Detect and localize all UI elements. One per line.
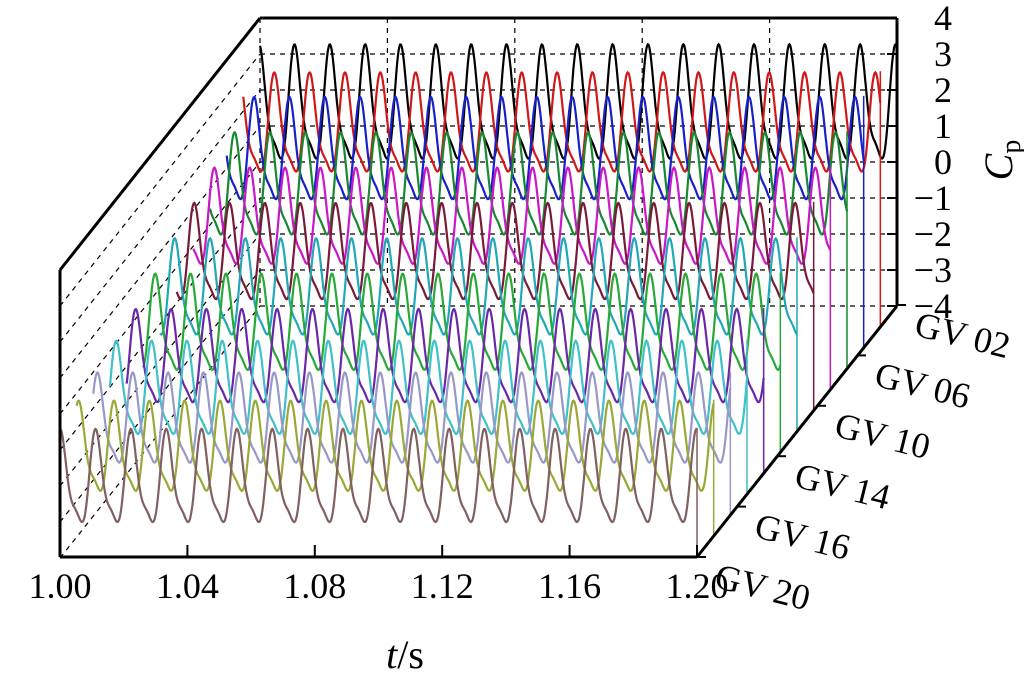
z-tick-label: −1	[914, 178, 952, 218]
z-tick-label: 3	[934, 34, 952, 74]
series-line	[159, 236, 798, 336]
series-line	[258, 42, 899, 160]
x-tick-label: 1.04	[156, 566, 219, 606]
z-tick-label: 1	[934, 106, 952, 146]
z-tick-label: −2	[914, 214, 952, 254]
series-line	[75, 399, 715, 493]
series-line	[192, 165, 832, 266]
depth-tick-label: GV 10	[831, 405, 934, 467]
depth-tick-label: GV 02	[911, 304, 1014, 366]
z-tick-label: 4	[934, 0, 952, 38]
grid-line-side	[59, 197, 261, 451]
depth-tick-label: GV 16	[751, 506, 854, 568]
z-tick-label: 0	[934, 142, 952, 182]
z-tick-label: −3	[914, 250, 952, 290]
grid-line-side	[59, 161, 261, 415]
x-tick-label: 1.20	[666, 566, 729, 606]
series-line	[208, 130, 849, 236]
series-line	[175, 201, 815, 301]
z-tick-label: −4	[914, 286, 952, 326]
z-tick-label: 2	[934, 70, 952, 110]
grid-line-side	[59, 89, 261, 343]
series-line	[59, 427, 698, 524]
x-tick-label: 1.12	[411, 566, 474, 606]
x-tick-label: 1.00	[29, 566, 92, 606]
x-tick-label: 1.16	[538, 566, 601, 606]
series-line	[225, 95, 865, 201]
frame-edge	[695, 305, 899, 558]
depth-tick-label: GV 20	[711, 556, 814, 618]
x-tick-label: 1.08	[283, 566, 346, 606]
z-axis-label: Cp	[976, 140, 1024, 181]
series-line	[125, 307, 765, 404]
depth-tick-label: GV 14	[791, 455, 894, 517]
depth-tick-label: GV 06	[871, 354, 974, 416]
frame-edge	[58, 17, 262, 271]
series-line	[108, 339, 749, 436]
grid-line-side	[59, 53, 261, 307]
series-line	[92, 370, 732, 464]
series-line	[242, 70, 882, 173]
grid-line-side	[59, 125, 261, 379]
series-group	[59, 42, 899, 557]
axes-frame	[58, 16, 899, 559]
x-axis-label: t/s	[386, 632, 424, 676]
